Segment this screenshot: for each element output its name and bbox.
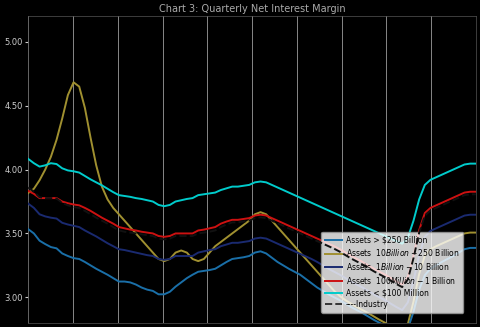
Title: Chart 3: Quarterly Net Interest Margin: Chart 3: Quarterly Net Interest Margin — [159, 4, 345, 14]
Legend: Assets > $250 Billion, Assets  $10 Billion - $250 Billion, Assets  $1 Billion - : Assets > $250 Billion, Assets $10 Billio… — [321, 232, 463, 313]
